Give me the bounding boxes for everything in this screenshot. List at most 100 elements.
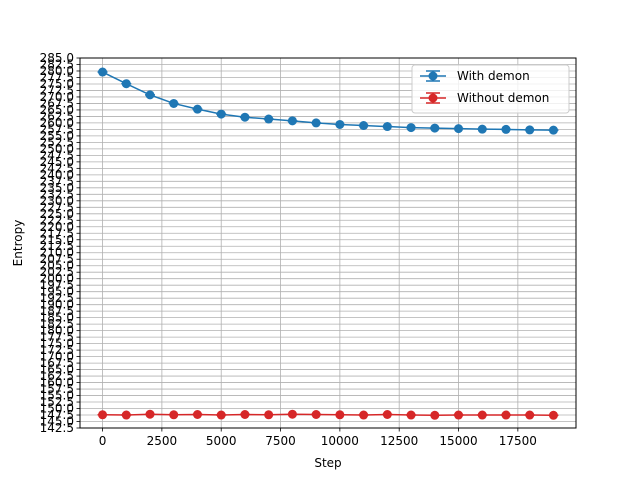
- y-tick-label: 215.0: [40, 233, 74, 247]
- data-point: [335, 410, 345, 420]
- y-tick-label: 267.5: [40, 96, 74, 110]
- legend-box: [411, 64, 570, 114]
- data-point: [501, 410, 511, 420]
- y-tick-label: 225.0: [40, 207, 74, 221]
- y-tick-label: 250.0: [40, 142, 74, 156]
- y-tick-label: 210.0: [40, 246, 74, 260]
- data-point: [240, 112, 250, 122]
- y-tick-label: 157.5: [40, 382, 74, 396]
- y-tick-label: 257.5: [40, 122, 74, 136]
- data-point: [145, 90, 155, 100]
- y-tick-label: 200.0: [40, 272, 74, 286]
- legend-marker: [428, 93, 438, 103]
- y-tick-label: 207.5: [40, 252, 74, 266]
- y-tick-label: 280.0: [40, 64, 74, 78]
- y-tick-label: 165.0: [40, 363, 74, 377]
- x-tick-label: 17500: [499, 434, 537, 448]
- y-tick-label: 252.5: [40, 135, 74, 149]
- y-tick-label: 272.5: [40, 83, 74, 97]
- y-tick-label: 177.5: [40, 330, 74, 344]
- data-point: [240, 409, 250, 419]
- data-point: [311, 118, 321, 128]
- data-point: [382, 409, 392, 419]
- y-tick-label: 285.0: [40, 51, 74, 65]
- y-tick-label: 190.0: [40, 298, 74, 312]
- legend: With demon Without demon: [411, 64, 570, 114]
- y-tick-label: 147.5: [40, 408, 74, 422]
- x-axis-label: Step: [314, 456, 341, 470]
- x-tick-label: 5000: [206, 434, 237, 448]
- y-tick-label: 235.0: [40, 181, 74, 195]
- y-tick-label: 262.5: [40, 109, 74, 123]
- y-axis-label: Entropy: [11, 220, 25, 267]
- y-tick-label: 282.5: [40, 57, 74, 71]
- data-point: [525, 125, 535, 135]
- x-tick-label: 15000: [439, 434, 477, 448]
- y-tick-label: 142.5: [40, 421, 74, 435]
- data-point: [382, 122, 392, 132]
- y-tick-label: 182.5: [40, 317, 74, 331]
- data-point: [216, 109, 226, 119]
- data-point: [359, 121, 369, 131]
- y-tick-label: 220.0: [40, 220, 74, 234]
- y-tick-label: 277.5: [40, 70, 74, 84]
- y-tick-label: 260.0: [40, 116, 74, 130]
- data-point: [145, 409, 155, 419]
- y-tick-label: 187.5: [40, 304, 74, 318]
- data-point: [335, 119, 345, 129]
- y-tick-label: 232.5: [40, 187, 74, 201]
- data-point: [430, 410, 440, 420]
- y-tick-label: 167.5: [40, 356, 74, 370]
- data-point: [192, 104, 202, 114]
- data-point: [477, 124, 487, 134]
- x-tick-label: 0: [99, 434, 107, 448]
- y-tick-label: 242.5: [40, 161, 74, 175]
- y-tick-label: 245.0: [40, 155, 74, 169]
- data-point: [121, 79, 131, 89]
- y-tick-label: 192.5: [40, 291, 74, 305]
- data-point: [406, 410, 416, 420]
- data-point: [98, 410, 108, 420]
- y-tick-label: 162.5: [40, 369, 74, 383]
- legend-entry: With demon: [420, 69, 530, 83]
- y-axis: 142.5145.0147.5150.0152.5155.0157.5160.0…: [40, 51, 80, 435]
- series-layer: [97, 67, 559, 420]
- y-tick-label: 247.5: [40, 148, 74, 162]
- y-tick-label: 172.5: [40, 343, 74, 357]
- y-tick-label: 197.5: [40, 278, 74, 292]
- data-point: [454, 410, 464, 420]
- data-point: [430, 123, 440, 133]
- data-point: [169, 410, 179, 420]
- data-point: [406, 123, 416, 133]
- x-tick-label: 12500: [380, 434, 418, 448]
- y-tick-label: 217.5: [40, 226, 74, 240]
- series-with-demon: [97, 67, 559, 135]
- series-without-demon: [97, 409, 559, 420]
- data-point: [454, 124, 464, 134]
- x-axis: 0 2500 5000 7500 10000 12500 15000 17500: [99, 428, 537, 448]
- data-point: [359, 410, 369, 420]
- plot-frame: [79, 57, 577, 429]
- y-tick-label: 152.5: [40, 395, 74, 409]
- data-point: [287, 116, 297, 126]
- y-tick-label: 240.0: [40, 168, 74, 182]
- y-tick-label: 160.0: [40, 376, 74, 390]
- data-point: [311, 409, 321, 419]
- x-tick-label: 2500: [147, 434, 178, 448]
- legend-marker: [428, 71, 438, 81]
- y-tick-label: 212.5: [40, 239, 74, 253]
- data-point: [216, 410, 226, 420]
- data-point: [548, 125, 558, 135]
- y-tick-label: 155.0: [40, 389, 74, 403]
- y-tick-label: 270.0: [40, 90, 74, 104]
- y-tick-label: 255.0: [40, 129, 74, 143]
- data-point: [501, 124, 511, 134]
- data-point: [548, 410, 558, 420]
- y-tick-label: 150.0: [40, 402, 74, 416]
- y-tick-label: 205.0: [40, 259, 74, 273]
- data-point: [169, 98, 179, 108]
- y-tick-label: 275.0: [40, 77, 74, 91]
- y-tick-label: 237.5: [40, 174, 74, 188]
- data-point: [264, 114, 274, 124]
